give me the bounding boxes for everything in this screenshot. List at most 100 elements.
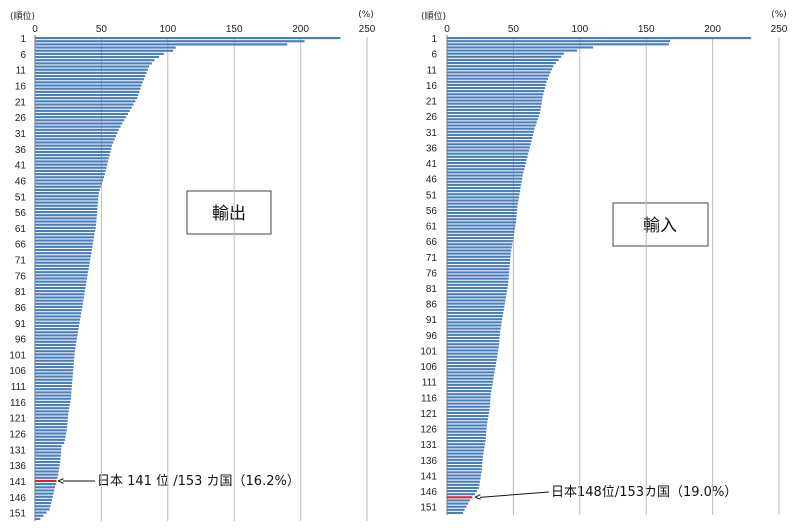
bar (35, 210, 98, 214)
y-tick-label: 111 (11, 382, 27, 393)
bar (447, 49, 578, 52)
y-tick-label: 16 (15, 82, 27, 93)
bar (447, 461, 483, 465)
bar (35, 293, 85, 296)
bar (35, 460, 61, 464)
bar (447, 105, 542, 108)
bar (35, 271, 89, 274)
y-tick-label: 111 (422, 378, 438, 389)
bar (35, 283, 86, 286)
bar (447, 111, 540, 115)
bar (447, 336, 500, 340)
bar (35, 245, 93, 248)
bar (447, 502, 469, 505)
bar (35, 299, 84, 302)
y-tick-label: 91 (426, 315, 438, 326)
bar (35, 119, 125, 122)
bar (447, 486, 479, 490)
y-tick-label: 106 (420, 362, 437, 373)
bar (447, 230, 515, 233)
y-tick-label: 46 (15, 176, 27, 187)
bar (35, 233, 95, 236)
bar (447, 52, 564, 55)
bar (447, 277, 509, 280)
bar (447, 124, 536, 127)
x-tick-label: 200 (292, 24, 309, 35)
bar (447, 143, 531, 146)
bar (447, 468, 482, 471)
bar (447, 330, 501, 333)
bar (35, 517, 41, 520)
bar (35, 426, 68, 429)
bar (35, 37, 341, 40)
y-tick-label: 126 (9, 430, 26, 441)
bar (35, 432, 67, 435)
y-tick-label: 146 (9, 493, 26, 504)
import-chart: (順位) (%) 輸入 日本148位/153カ国（19.0%） 0 50 100 15… (420, 10, 788, 515)
bar (35, 337, 77, 340)
bar (447, 40, 671, 43)
annotation-arrowhead (474, 494, 481, 500)
bar (35, 492, 54, 495)
y-tick-label: 6 (20, 50, 26, 61)
y-tick-label: 31 (15, 129, 27, 140)
bar (447, 243, 513, 246)
y-tick-label: 61 (426, 222, 438, 233)
x-tick-label: 0 (444, 24, 450, 35)
bar (35, 128, 119, 131)
bar (447, 102, 542, 105)
x-tick-label: 250 (771, 24, 788, 35)
bar (35, 258, 91, 261)
bar (447, 286, 508, 290)
export-chart: (順位) (%) 輸出 日本 141 位 /153 カ国（16.2%） 0 50 1… (9, 10, 376, 521)
bar (447, 386, 492, 390)
bar (35, 328, 79, 331)
bar (35, 451, 62, 454)
bar (447, 58, 559, 61)
y-axis-unit-label: (順位) (10, 10, 35, 22)
bar (35, 157, 109, 160)
bar (35, 147, 112, 150)
annotation-arrowhead (57, 478, 64, 484)
bar (447, 355, 498, 358)
bar (35, 81, 143, 84)
bar (35, 138, 115, 141)
bar (35, 71, 147, 74)
bar (35, 470, 59, 473)
bar (447, 511, 463, 515)
bar (447, 165, 526, 168)
bar (447, 202, 518, 205)
bar (447, 233, 514, 236)
bar (447, 252, 511, 255)
bar (447, 433, 487, 436)
y-tick-label: 136 (420, 456, 437, 467)
bar (35, 112, 128, 116)
bar (35, 340, 77, 343)
gridlines (100, 37, 368, 521)
bar (447, 411, 489, 415)
bar (447, 115, 539, 118)
bar (35, 473, 59, 476)
bar (447, 65, 554, 68)
x-tick-label: 100 (571, 24, 588, 35)
bar (447, 46, 594, 49)
bar (447, 308, 504, 311)
y-tick-label: 86 (15, 303, 27, 314)
bar (447, 452, 484, 455)
bar (35, 220, 97, 223)
bar (35, 43, 288, 46)
bar (35, 312, 82, 315)
bar (447, 446, 485, 449)
bar (35, 369, 74, 372)
japan-annotation: 日本 141 位 /153 カ国（16.2%） (97, 474, 300, 489)
bar (35, 448, 62, 451)
bar (35, 154, 110, 157)
bar-series (35, 37, 341, 520)
bar (35, 214, 97, 217)
bar (447, 343, 500, 346)
bar (35, 384, 72, 388)
bar (35, 201, 98, 204)
bar (35, 223, 97, 226)
bar (35, 467, 60, 470)
